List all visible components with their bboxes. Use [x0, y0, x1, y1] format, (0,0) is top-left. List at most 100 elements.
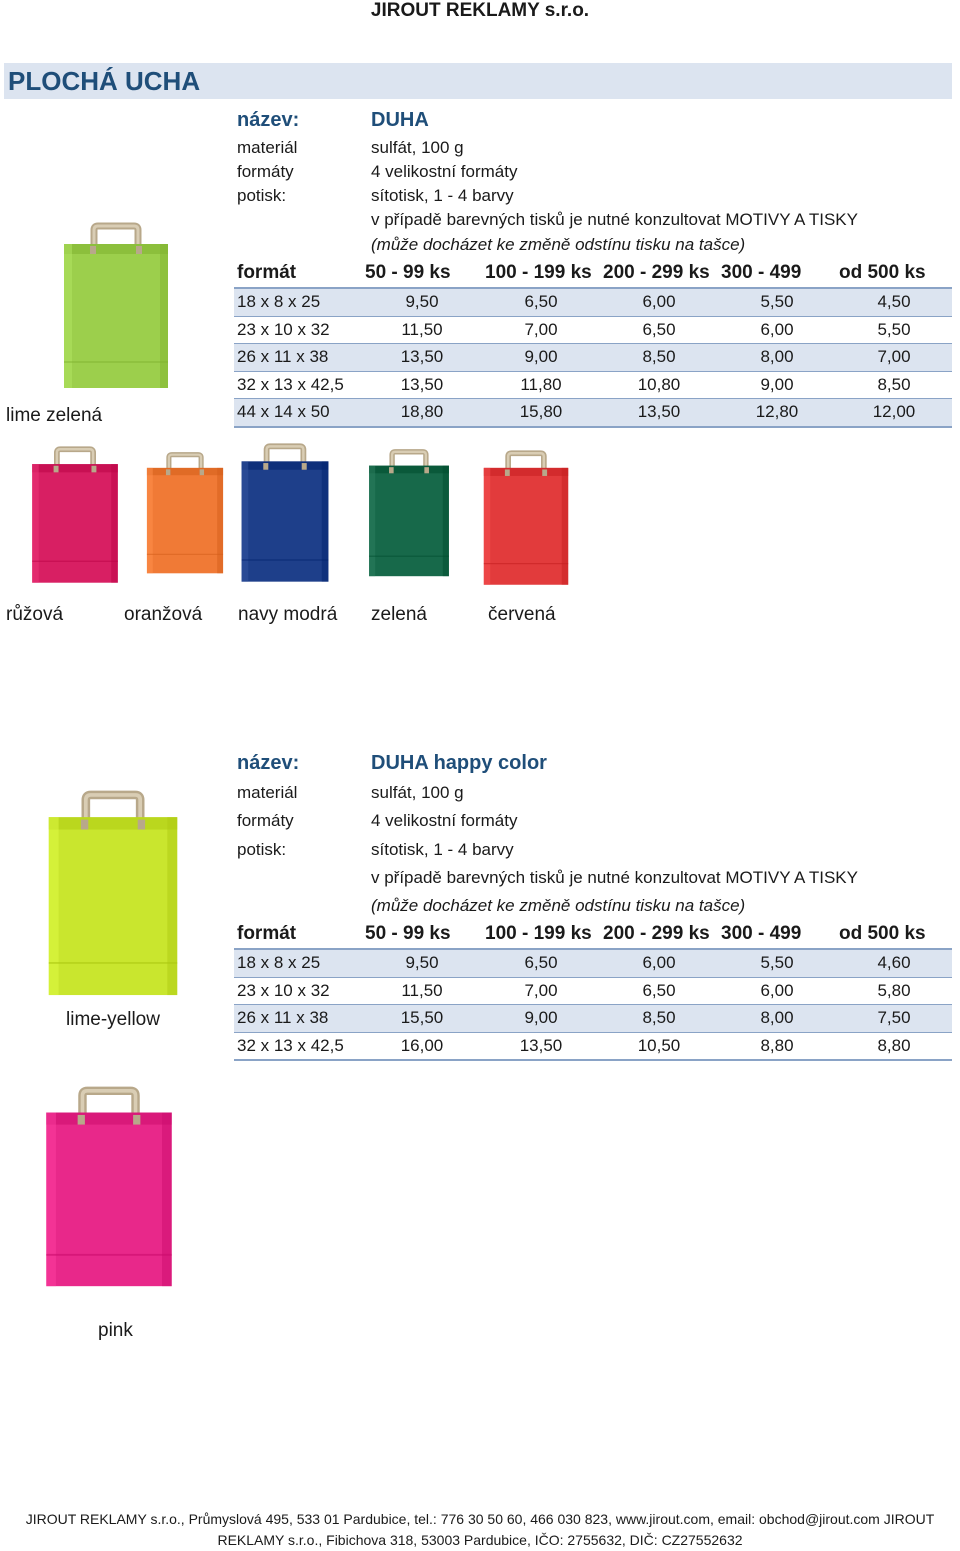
cell-price: 9,50 — [362, 949, 482, 978]
cell-format: 18 x 8 x 25 — [234, 288, 362, 317]
header-qty: 300 - 499 — [718, 259, 836, 289]
cell-price: 12,80 — [718, 398, 836, 428]
material-value: sulfát, 100 g — [371, 783, 464, 802]
product-name: DUHA — [371, 109, 429, 131]
cell-price: 9,00 — [482, 343, 600, 372]
cell-price: 5,50 — [836, 316, 952, 344]
cell-price: 13,50 — [482, 1032, 600, 1061]
price-table-header: formát 50 - 99 ks 100 - 199 ks 200 - 299… — [234, 259, 952, 289]
print-note-italic: (může docházet ke změně odstínu tisku na… — [371, 235, 746, 254]
cell-format: 18 x 8 x 25 — [234, 949, 362, 978]
table-row: 23 x 10 x 32 11,50 7,00 6,50 6,00 5,50 — [234, 316, 952, 344]
formats-label: formáty — [237, 811, 294, 830]
cell-price: 9,00 — [718, 371, 836, 399]
cell-price: 10,80 — [600, 371, 718, 399]
cell-price: 15,50 — [362, 1004, 482, 1033]
orange-bag-icon — [146, 452, 224, 574]
cell-format: 26 x 11 x 38 — [234, 1004, 362, 1033]
cell-format: 32 x 13 x 42,5 — [234, 1032, 362, 1061]
cell-price: 13,50 — [362, 371, 482, 399]
material-label: materiál — [237, 138, 298, 157]
cell-price: 9,50 — [362, 288, 482, 317]
cell-price: 6,50 — [482, 288, 600, 317]
table-row: 18 x 8 x 25 9,50 6,50 6,00 5,50 4,60 — [234, 949, 952, 978]
cell-price: 18,80 — [362, 398, 482, 428]
cell-price: 10,50 — [600, 1032, 718, 1061]
section-bar — [4, 63, 952, 99]
cell-price: 8,80 — [718, 1032, 836, 1061]
cell-price: 7,00 — [836, 343, 952, 372]
cell-price: 6,50 — [600, 316, 718, 344]
cell-price: 11,50 — [362, 977, 482, 1005]
cell-price: 13,50 — [600, 398, 718, 428]
cell-format: 23 x 10 x 32 — [234, 977, 362, 1005]
lime-yellow-bag-icon — [48, 790, 178, 996]
pink-bag-icon — [32, 446, 118, 583]
cell-price: 6,50 — [600, 977, 718, 1005]
navy-blue-bag-icon — [241, 443, 329, 582]
header-qty: 100 - 199 ks — [482, 920, 600, 950]
cell-price: 5,50 — [718, 288, 836, 317]
cell-price: 13,50 — [362, 343, 482, 372]
print-note: v případě barevných tisků je nutné konzu… — [371, 210, 858, 229]
color-label: růžová — [6, 604, 64, 625]
cell-price: 8,50 — [836, 371, 952, 399]
table-row: 18 x 8 x 25 9,50 6,50 6,00 5,50 4,50 — [234, 288, 952, 317]
header-qty: 100 - 199 ks — [482, 259, 600, 289]
table-row: 32 x 13 x 42,5 13,50 11,80 10,80 9,00 8,… — [234, 371, 952, 399]
cell-format: 23 x 10 x 32 — [234, 316, 362, 344]
price-table: formát 50 - 99 ks 100 - 199 ks 200 - 299… — [234, 259, 952, 428]
cell-format: 44 x 14 x 50 — [234, 398, 362, 428]
material-label: materiál — [237, 783, 298, 802]
section-title: PLOCHÁ UCHA — [8, 66, 201, 96]
red-bag-icon — [483, 450, 569, 585]
cell-price: 8,00 — [718, 1004, 836, 1033]
cell-price: 8,50 — [600, 343, 718, 372]
cell-price: 6,00 — [718, 977, 836, 1005]
color-label-main: lime zelená — [6, 405, 103, 426]
print-value: sítotisk, 1 - 4 barvy — [371, 840, 514, 859]
print-label: potisk: — [237, 840, 287, 859]
cell-price: 6,00 — [600, 949, 718, 978]
cell-price: 4,60 — [836, 949, 952, 978]
name-label: název: — [237, 109, 300, 131]
color-label: červená — [488, 604, 556, 625]
table-row: 26 x 11 x 38 15,50 9,00 8,50 8,00 7,50 — [234, 1004, 952, 1033]
material-value: sulfát, 100 g — [371, 138, 464, 157]
color-label-main: lime-yellow — [66, 1009, 160, 1030]
cell-price: 7,00 — [482, 316, 600, 344]
color-label: oranžová — [124, 604, 203, 625]
cell-price: 12,00 — [836, 398, 952, 428]
table-row: 23 x 10 x 32 11,50 7,00 6,50 6,00 5,80 — [234, 977, 952, 1005]
footer-line-2: REKLAMY s.r.o., Fibichova 318, 53003 Par… — [217, 1532, 743, 1548]
pink-bag-icon — [46, 1086, 172, 1287]
name-label: název: — [237, 752, 300, 774]
header-format: formát — [234, 259, 362, 289]
print-note: v případě barevných tisků je nutné konzu… — [371, 868, 858, 887]
cell-price: 8,80 — [836, 1032, 952, 1061]
print-note-italic: (může docházet ke změně odstínu tisku na… — [371, 896, 746, 915]
header-qty: 300 - 499 — [718, 920, 836, 950]
header-format: formát — [234, 920, 362, 950]
header-qty: od 500 ks — [836, 920, 952, 950]
color-label: navy modrá — [238, 604, 338, 625]
print-label: potisk: — [237, 186, 287, 205]
cell-price: 7,00 — [482, 977, 600, 1005]
cell-price: 15,80 — [482, 398, 600, 428]
table-row: 32 x 13 x 42,5 16,00 13,50 10,50 8,80 8,… — [234, 1032, 952, 1061]
price-table: formát 50 - 99 ks 100 - 199 ks 200 - 299… — [234, 920, 952, 1061]
cell-price: 5,80 — [836, 977, 952, 1005]
cell-price: 8,50 — [600, 1004, 718, 1033]
cell-price: 7,50 — [836, 1004, 952, 1033]
footer-line-1: JIROUT REKLAMY s.r.o., Průmyslová 495, 5… — [25, 1511, 935, 1527]
cell-format: 32 x 13 x 42,5 — [234, 371, 362, 399]
header-qty: 50 - 99 ks — [362, 920, 482, 950]
header-qty: od 500 ks — [836, 259, 952, 289]
price-table-header: formát 50 - 99 ks 100 - 199 ks 200 - 299… — [234, 920, 952, 950]
print-value: sítotisk, 1 - 4 barvy — [371, 186, 514, 205]
lime-green-bag-icon — [64, 222, 168, 388]
cell-format: 26 x 11 x 38 — [234, 343, 362, 372]
cell-price: 6,00 — [600, 288, 718, 317]
color-label: pink — [98, 1320, 133, 1341]
header-qty: 200 - 299 ks — [600, 259, 718, 289]
